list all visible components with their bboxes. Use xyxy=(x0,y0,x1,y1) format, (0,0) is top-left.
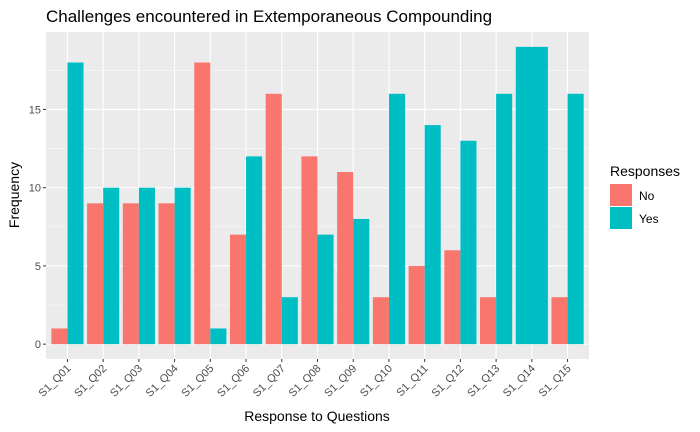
bar-no-s1-q06 xyxy=(229,234,247,345)
bar-no-s1-q15 xyxy=(551,297,568,345)
legend-title: Responses xyxy=(610,163,680,179)
bar-yes-s1-q13 xyxy=(496,93,513,345)
y-tick-label: 15 xyxy=(29,104,41,116)
y-tick-label: 5 xyxy=(35,261,41,273)
bar-no-s1-q08 xyxy=(301,156,318,345)
x-tick-label: S1_Q07 xyxy=(251,363,288,400)
x-axis-label: Response to Questions xyxy=(244,408,390,424)
bar-yes-s1-q02 xyxy=(103,187,120,345)
bar-yes-s1-q10 xyxy=(388,93,406,345)
legend: Responses No Yes xyxy=(610,163,680,229)
bar-yes-s1-q04 xyxy=(174,187,191,345)
x-tick-label: S1_Q12 xyxy=(429,363,466,400)
x-tick-label: S1_Q08 xyxy=(287,363,324,400)
bar-no-s1-q03 xyxy=(122,203,139,345)
bar-yes-s1-q08 xyxy=(317,234,334,345)
chart-title: Challenges encountered in Extemporaneous… xyxy=(46,7,492,26)
x-tick-label: S1_Q14 xyxy=(501,363,538,400)
bar-no-s1-q01 xyxy=(51,328,68,345)
bar-yes-s1-q14 xyxy=(515,46,548,345)
bar-yes-s1-q03 xyxy=(138,187,155,345)
y-tick-label: 10 xyxy=(29,183,41,195)
bar-no-s1-q12 xyxy=(444,250,461,345)
bars xyxy=(51,46,584,345)
bar-yes-s1-q15 xyxy=(567,93,584,345)
legend-label-no: No xyxy=(639,189,655,203)
bar-yes-s1-q07 xyxy=(281,297,298,345)
legend-swatch-no xyxy=(610,184,632,206)
x-tick-label: S1_Q04 xyxy=(144,363,181,400)
y-axis-label: Frequency xyxy=(6,162,22,228)
bar-no-s1-q04 xyxy=(158,203,175,345)
bar-no-s1-q11 xyxy=(408,265,425,345)
x-tick-label: S1_Q10 xyxy=(358,363,395,400)
bar-no-s1-q02 xyxy=(87,203,104,345)
x-tick-label: S1_Q02 xyxy=(72,363,109,400)
bar-no-s1-q09 xyxy=(337,172,354,345)
bar-yes-s1-q09 xyxy=(353,218,370,345)
legend-label-yes: Yes xyxy=(639,212,659,226)
x-tick-label: S1_Q13 xyxy=(465,363,502,400)
bar-no-s1-q10 xyxy=(372,297,389,345)
bar-yes-s1-q11 xyxy=(424,125,441,345)
bar-yes-s1-q05 xyxy=(210,328,227,345)
bar-yes-s1-q01 xyxy=(67,62,84,345)
x-tick-label: S1_Q11 xyxy=(394,363,430,399)
bar-yes-s1-q06 xyxy=(246,156,263,345)
x-tick-label: S1_Q09 xyxy=(322,363,359,400)
bar-no-s1-q13 xyxy=(480,297,497,345)
x-tick-label: S1_Q15 xyxy=(537,363,574,400)
x-axis-ticks: S1_Q01S1_Q02S1_Q03S1_Q04S1_Q05S1_Q06S1_Q… xyxy=(37,359,574,400)
bar-yes-s1-q12 xyxy=(460,140,477,345)
bar-no-s1-q07 xyxy=(265,93,282,345)
y-axis-ticks: 0 5 10 15 xyxy=(29,104,46,351)
x-tick-label: S1_Q01 xyxy=(37,363,74,400)
x-tick-label: S1_Q05 xyxy=(179,363,216,400)
bar-no-s1-q05 xyxy=(194,62,211,345)
y-tick-label: 0 xyxy=(35,339,41,351)
x-tick-label: S1_Q06 xyxy=(215,363,252,400)
x-tick-label: S1_Q03 xyxy=(108,363,145,400)
legend-swatch-yes xyxy=(610,207,632,229)
